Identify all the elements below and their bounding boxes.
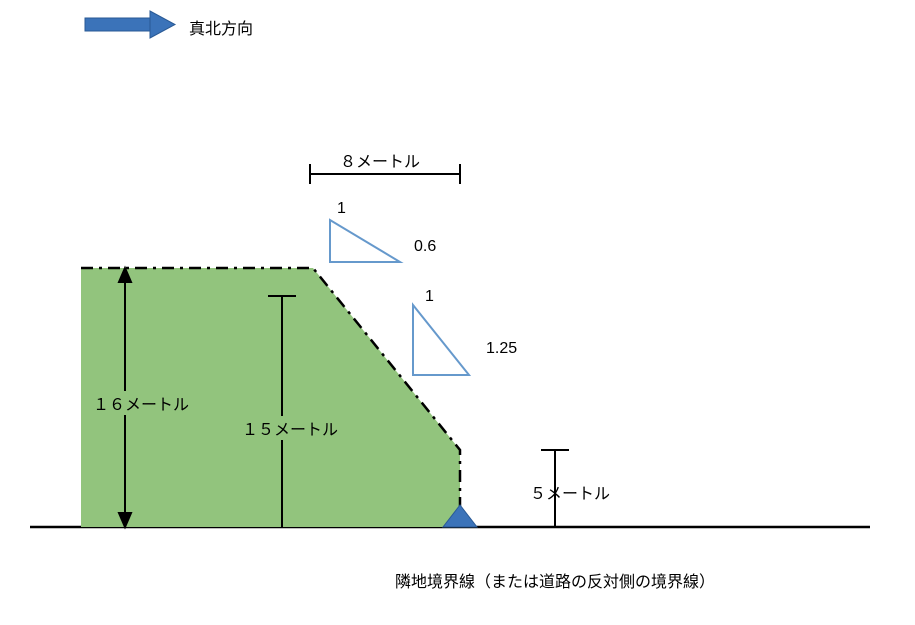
height-15-label: １５メートル bbox=[240, 416, 340, 440]
slope-triangle-2 bbox=[413, 305, 469, 375]
height-16-label: １６メートル bbox=[91, 391, 191, 415]
width-top-label: ８メートル bbox=[340, 148, 420, 172]
slope-triangle-1 bbox=[330, 220, 400, 262]
diagram-canvas bbox=[0, 0, 915, 625]
slope2-v-label: 1.25 bbox=[486, 340, 517, 358]
boundary-note-label: 隣地境界線（または道路の反対側の境界線） bbox=[395, 568, 715, 592]
north-direction-label: 真北方向 bbox=[189, 15, 253, 39]
slope1-v-label: 0.6 bbox=[414, 238, 436, 256]
height-5-label: ５メートル bbox=[530, 480, 610, 504]
slope1-h-label: 1 bbox=[337, 200, 346, 218]
slope2-h-label: 1 bbox=[425, 288, 434, 306]
north-arrow bbox=[85, 11, 175, 38]
